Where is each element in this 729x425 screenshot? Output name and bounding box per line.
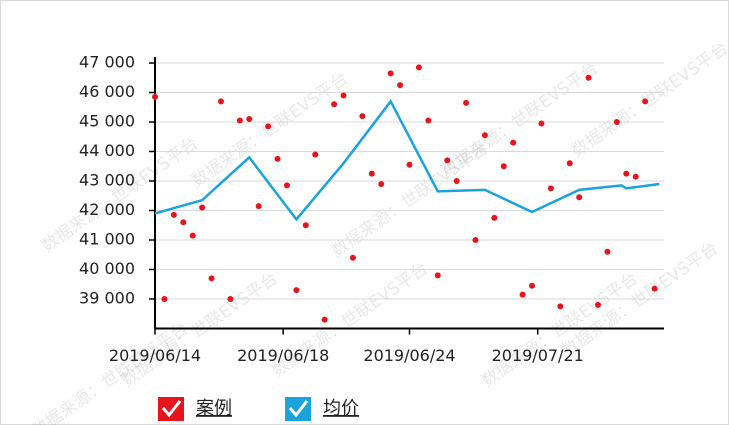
legend: 案例 均价	[158, 397, 359, 421]
point	[576, 194, 583, 201]
legend-item[interactable]: 均价	[285, 397, 359, 421]
point	[453, 178, 460, 184]
point	[415, 64, 422, 71]
point	[265, 123, 272, 130]
y-tick-label: 45 000	[79, 112, 135, 131]
point	[444, 157, 451, 164]
point	[255, 203, 262, 210]
point	[208, 275, 215, 282]
point	[595, 301, 602, 308]
point	[331, 101, 338, 108]
point	[199, 204, 206, 211]
point	[472, 237, 479, 243]
point	[236, 117, 243, 124]
point	[161, 296, 168, 302]
point	[557, 303, 564, 310]
point	[349, 254, 356, 261]
point	[510, 139, 517, 146]
point	[613, 119, 620, 125]
point	[274, 155, 281, 162]
point	[604, 248, 611, 255]
point	[529, 282, 536, 289]
point	[152, 93, 158, 100]
point	[368, 170, 375, 177]
point	[642, 98, 649, 105]
legend-item[interactable]: 案例	[158, 397, 232, 421]
y-tick-label: 44 000	[79, 141, 135, 160]
point	[359, 113, 366, 120]
point	[632, 173, 639, 180]
point	[387, 70, 394, 77]
x-tick-label: 2019/07/21	[492, 346, 584, 365]
point	[293, 287, 300, 294]
point	[651, 285, 658, 292]
x-tick-label: 2019/06/14	[109, 346, 201, 365]
point	[406, 161, 413, 168]
avg-line	[154, 99, 660, 222]
point	[321, 316, 328, 323]
y-tick-label: 42 000	[79, 200, 135, 219]
point	[227, 296, 234, 302]
point	[623, 170, 630, 177]
y-tick-label: 39 000	[79, 289, 135, 308]
point	[519, 291, 526, 298]
x-tick-label: 2019/06/18	[237, 346, 329, 365]
plot: 39 000 40 000 41 000 42 000 43 000 44 000 45 0…	[79, 53, 664, 365]
point	[491, 214, 498, 221]
point	[434, 272, 441, 279]
point	[547, 185, 554, 192]
point	[425, 117, 432, 124]
point	[378, 180, 385, 187]
point	[170, 211, 177, 218]
point	[283, 182, 290, 189]
y-tick-label: 40 000	[79, 259, 135, 278]
point	[500, 163, 507, 170]
x-tick-label: 2019/06/24	[363, 346, 455, 365]
point	[585, 74, 592, 81]
legend-check	[288, 400, 309, 418]
point	[180, 219, 187, 226]
point	[463, 99, 470, 106]
y-tick-label: 47 000	[79, 53, 135, 72]
point	[312, 151, 319, 158]
point	[340, 92, 347, 99]
y-tick-label: 41 000	[79, 230, 135, 249]
point	[302, 222, 309, 229]
y-tick-label: 43 000	[79, 171, 135, 190]
y-tick-label: 46 000	[79, 82, 135, 101]
point	[189, 232, 196, 239]
point	[566, 160, 573, 167]
legend-label: 案例	[196, 398, 232, 419]
legend-label: 均价	[323, 398, 359, 419]
point	[246, 116, 253, 123]
point	[397, 82, 404, 89]
legend-check	[161, 400, 182, 418]
point	[538, 120, 545, 127]
point	[481, 132, 488, 139]
point	[217, 98, 224, 105]
